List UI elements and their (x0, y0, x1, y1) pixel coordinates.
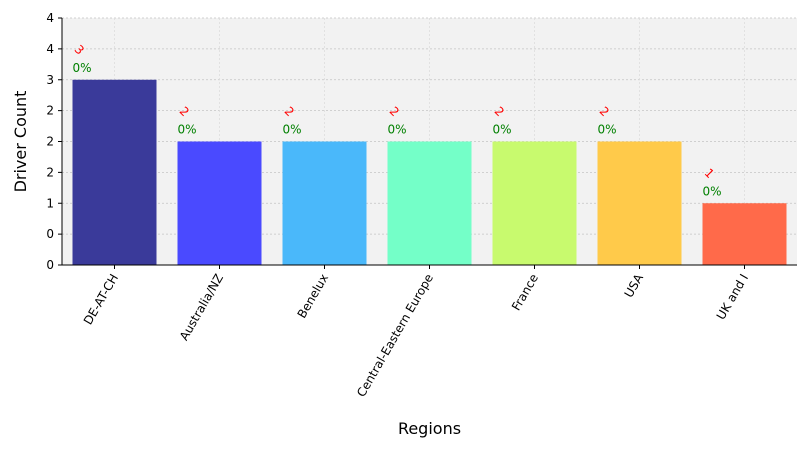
x-tick-label: UK and I (714, 272, 751, 323)
y-axis-ticks: 0 0 1 2 2 2 3 4 4 (46, 11, 62, 272)
percent-label: 0% (703, 184, 722, 198)
bar (597, 141, 682, 265)
percent-label: 0% (493, 123, 512, 137)
y-tick-label: 4 (46, 42, 54, 56)
y-tick-label: 2 (46, 165, 54, 179)
x-tick-label: DE-AT-CH (81, 272, 121, 328)
bars (72, 79, 787, 265)
y-tick-label: 1 (46, 196, 54, 210)
percent-label: 0% (283, 123, 302, 137)
y-tick-label: 0 (46, 227, 54, 241)
bar (177, 141, 262, 265)
x-tick-label: Australia/NZ (177, 272, 226, 343)
bar (387, 141, 472, 265)
x-tick-label: Central-Eastern Europe (354, 272, 436, 400)
percent-label: 0% (598, 123, 617, 137)
bar (282, 141, 367, 265)
x-tick-label: Benelux (295, 272, 331, 321)
percent-label: 0% (388, 123, 407, 137)
x-tick-label: France (509, 272, 541, 314)
y-tick-label: 4 (46, 11, 54, 25)
y-axis-title: Driver Count (11, 91, 30, 193)
percent-label: 0% (73, 61, 92, 75)
y-tick-label: 0 (46, 258, 54, 272)
x-axis-ticks: DE-AT-CH Australia/NZ Benelux Central-Easte… (81, 265, 751, 399)
percent-label: 0% (178, 123, 197, 137)
y-tick-label: 2 (46, 104, 54, 118)
x-tick-label: USA (622, 271, 647, 300)
bar (492, 141, 577, 265)
bar (72, 79, 157, 265)
bar (702, 203, 787, 265)
y-tick-label: 3 (46, 73, 54, 87)
x-axis-title: Regions (398, 419, 461, 438)
y-tick-label: 2 (46, 135, 54, 149)
